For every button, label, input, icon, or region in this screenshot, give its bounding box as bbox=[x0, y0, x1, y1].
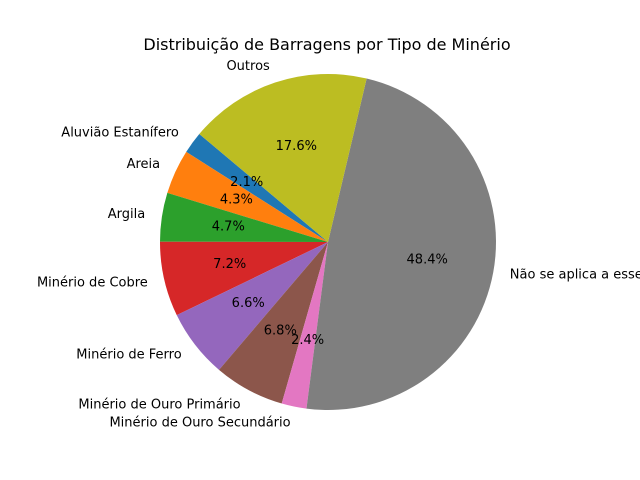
category-label-aluviao-estanifero: Aluvião Estanífero bbox=[61, 125, 179, 140]
category-label-areia: Areia bbox=[127, 157, 161, 172]
pie-slice-minerio-de-cobre bbox=[159, 241, 328, 316]
pie-slice-areia bbox=[167, 151, 328, 242]
percentage-label-areia: 4.3% bbox=[220, 192, 253, 207]
percentage-label-outros: 17.6% bbox=[276, 139, 317, 154]
category-label-minerio-de-ouro-secundario: Minério de Ouro Secundário bbox=[109, 416, 290, 431]
category-label-minerio-de-ouro-primario: Minério de Ouro Primário bbox=[78, 397, 240, 412]
category-label-argila: Argila bbox=[108, 207, 145, 222]
category-label-outros: Outros bbox=[226, 59, 270, 74]
percentage-label-minerio-de-ouro-secundario: 2.4% bbox=[291, 333, 324, 348]
pie-slice-minerio-de-ouro-primario bbox=[219, 242, 328, 404]
percentage-label-argila: 4.7% bbox=[212, 220, 245, 235]
category-labels: Aluvião Estanífero Areia Argila Minério de … bbox=[37, 59, 640, 430]
percentage-label-minerio-de-ouro-primario: 6.8% bbox=[264, 323, 297, 338]
pie-slice-nao-se-aplica-a-esse bbox=[306, 78, 496, 410]
pie-slice-argila bbox=[160, 192, 328, 242]
pie-slice-minerio-de-ouro-secundario bbox=[281, 242, 328, 409]
pie-slice-minerio-de-ferro bbox=[176, 242, 328, 370]
category-label-nao-se-aplica-a-esse: Não se aplica a esse bbox=[510, 268, 640, 283]
pie-slice-aluviao-estanifero bbox=[186, 134, 328, 242]
percentage-label-minerio-de-ferro: 6.6% bbox=[232, 296, 265, 311]
chart-title: Distribuição de Barragens por Tipo de Mi… bbox=[143, 35, 510, 54]
percentage-label-nao-se-aplica-a-esse: 48.4% bbox=[407, 253, 448, 268]
percentage-labels: 2.1% 4.3% 4.7% 7.2% 6.6% 6.8%2.4% 48.4% 17.6% bbox=[212, 139, 448, 348]
category-label-minerio-de-ferro: Minério de Ferro bbox=[76, 348, 181, 363]
percentage-label-aluviao-estanifero: 2.1% bbox=[230, 175, 263, 190]
category-label-minerio-de-cobre: Minério de Cobre bbox=[37, 276, 148, 291]
percentage-label-minerio-de-cobre: 7.2% bbox=[213, 257, 246, 272]
pie-slices bbox=[159, 73, 496, 410]
pie-slice-outros bbox=[199, 73, 367, 242]
